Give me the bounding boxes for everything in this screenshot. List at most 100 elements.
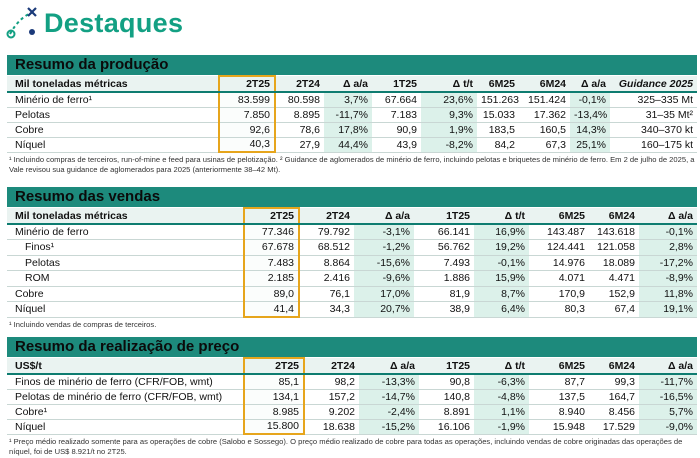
- cell: 152,9: [589, 286, 639, 302]
- cell: 15.033: [477, 107, 519, 123]
- cell: 143.487: [529, 224, 589, 240]
- row-label: Níquel: [7, 419, 244, 435]
- cell: 67.678: [243, 239, 300, 256]
- row-label: Pelotas: [7, 255, 244, 271]
- cell: -13,4%: [570, 107, 610, 123]
- header-cell: 6M25: [529, 208, 589, 225]
- header-cell: Mil toneladas métricas: [7, 208, 244, 225]
- header-cell: Δ t/t: [474, 208, 529, 225]
- header-cell: 6M24: [589, 358, 639, 375]
- header-cell: 1T25: [414, 208, 474, 225]
- header-cell: Guidance 2025: [610, 76, 697, 93]
- header-cell: Δ a/a: [354, 208, 414, 225]
- cell: -0,1%: [474, 255, 529, 271]
- cell: 7.183: [372, 107, 421, 123]
- cell: 9.202: [304, 404, 359, 420]
- cell: 7.850: [218, 107, 276, 123]
- section: Resumo das vendas Mil toneladas métricas 2…: [7, 187, 697, 330]
- cell: -14,7%: [359, 389, 419, 405]
- header-cell: US$/t: [7, 358, 244, 375]
- row-label: Finos¹: [7, 239, 244, 256]
- cell: -13,3%: [359, 374, 419, 390]
- cell: 98,2: [304, 374, 359, 390]
- cell: 16.106: [419, 419, 474, 435]
- cell: 40,3: [218, 137, 276, 153]
- row-label: Pelotas de minério de ferro (CFR/FOB, wm…: [7, 389, 244, 405]
- header-cell: Δ a/a: [639, 358, 697, 375]
- row: Pelotas 7.850 8.895 -11,7% 7.183 9,3% 15.033 17…: [7, 107, 697, 123]
- cell: 67,3: [519, 137, 570, 153]
- row-label: ROM: [7, 270, 244, 287]
- cell: 9,3%: [421, 107, 477, 123]
- header-cell: 2T24: [299, 208, 354, 225]
- cell: 67,4: [589, 301, 639, 318]
- cell: 3,7%: [324, 92, 372, 108]
- header-cell: Δ a/a: [639, 208, 697, 225]
- row-label: Cobre¹: [7, 404, 244, 420]
- cell: 56.762: [414, 239, 474, 256]
- cell: 157,2: [304, 389, 359, 405]
- cell: 151.263: [477, 92, 519, 108]
- cell: 4.471: [589, 270, 639, 287]
- cell: 17.362: [519, 107, 570, 123]
- cell: -15,2%: [359, 419, 419, 435]
- cell: 325–335 Mt: [610, 92, 697, 108]
- section: Resumo da produção Mil toneladas métricas…: [7, 55, 697, 175]
- cell: -1,9%: [474, 419, 529, 435]
- cell: 66.141: [414, 224, 474, 240]
- cell: 76,1: [299, 286, 354, 302]
- cell: 15.800: [243, 419, 305, 435]
- cell: 34,3: [299, 301, 354, 318]
- cell: 8.456: [589, 404, 639, 420]
- cell: 14,3%: [570, 122, 610, 138]
- cell: 79.792: [299, 224, 354, 240]
- cell: 18.089: [589, 255, 639, 271]
- cell: 83.599: [218, 92, 276, 108]
- icon: [6, 7, 37, 39]
- cell: -4,8%: [474, 389, 529, 405]
- cell: -11,7%: [324, 107, 372, 123]
- row: Minério de ferro¹ 83.599 80.598 3,7% 67.664 2…: [7, 92, 697, 108]
- header-cell: Δ a/a: [570, 76, 610, 93]
- cell: 80,3: [529, 301, 589, 318]
- cell: 183,5: [477, 122, 519, 138]
- cell: 160–175 kt: [610, 137, 697, 153]
- cell: -2,4%: [359, 404, 419, 420]
- row: Finos de minério de ferro (CFR/FOB, wmt)…: [7, 374, 697, 390]
- cell: 89,0: [243, 286, 300, 302]
- cell: -9,0%: [639, 419, 697, 435]
- header-cell: Δ t/t: [474, 358, 529, 375]
- cell: 90,9: [372, 122, 421, 138]
- cell: 140,8: [419, 389, 474, 405]
- cell: 14.976: [529, 255, 589, 271]
- header-cell: 2T24: [304, 358, 359, 375]
- cell: 11,8%: [639, 286, 697, 302]
- cell: -3,1%: [354, 224, 414, 240]
- cell: -9,6%: [354, 270, 414, 287]
- section-title: Resumo da produção: [7, 55, 697, 75]
- cell: -15,6%: [354, 255, 414, 271]
- section: Resumo da realização de preço US$/t 2T25 2T…: [7, 337, 697, 457]
- header-cell: 1T25: [372, 76, 421, 93]
- cell: 5,7%: [639, 404, 697, 420]
- cell: 1,9%: [421, 122, 477, 138]
- cell: -11,7%: [639, 374, 697, 390]
- cell: 6,4%: [474, 301, 529, 318]
- section-title: Resumo das vendas: [7, 187, 697, 207]
- cell: 340–370 kt: [610, 122, 697, 138]
- cell: 43,9: [372, 137, 421, 153]
- cell: 99,3: [589, 374, 639, 390]
- cell: 160,5: [519, 122, 570, 138]
- header-cell: 6M25: [529, 358, 589, 375]
- row: Cobre 92,6 78,6 17,8% 90,9 1,9% 183,5 160,5 14,3…: [7, 122, 697, 138]
- header-cell: Mil toneladas métricas: [7, 76, 219, 93]
- cell: 151.424: [519, 92, 570, 108]
- cell: 17,0%: [354, 286, 414, 302]
- cell: 19,2%: [474, 239, 529, 256]
- header-cell: 6M24: [519, 76, 570, 93]
- header-cell: 6M25: [477, 76, 519, 93]
- cell: 17.529: [589, 419, 639, 435]
- header-cell: 2T24: [275, 76, 324, 93]
- cell: 1,1%: [474, 404, 529, 420]
- cell: -16,5%: [639, 389, 697, 405]
